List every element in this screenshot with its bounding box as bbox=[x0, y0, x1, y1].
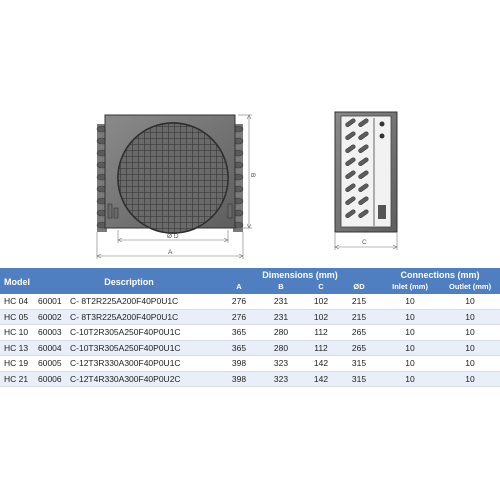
cell-d: 315 bbox=[338, 355, 381, 372]
header-inlet: Inlet (mm) bbox=[380, 281, 441, 294]
cell-description: C-12T4R330A300F40P0U2C bbox=[70, 371, 221, 387]
dimension-c bbox=[334, 233, 398, 250]
table-row: HC 04 60001 C- 8T2R225A200F40P0U1C 276 2… bbox=[0, 294, 500, 310]
cell-c: 142 bbox=[304, 371, 339, 387]
cell-a: 276 bbox=[220, 294, 259, 310]
cell-code: 60001 bbox=[38, 294, 70, 310]
table-row: HC 13 60004 C-10T3R305A250F40P0U1C 365 2… bbox=[0, 340, 500, 356]
cell-model: HC 21 bbox=[0, 371, 38, 387]
cell-outlet: 10 bbox=[440, 324, 500, 341]
cell-d: 265 bbox=[338, 324, 381, 341]
cell-inlet: 10 bbox=[380, 371, 441, 387]
cell-inlet: 10 bbox=[380, 309, 441, 325]
header-description: Description bbox=[38, 268, 221, 294]
cell-model: HC 10 bbox=[0, 324, 38, 341]
dimension-a bbox=[96, 232, 244, 259]
cell-code: 60005 bbox=[38, 355, 70, 372]
cell-code: 60003 bbox=[38, 324, 70, 341]
header-dimensions: Dimensions (mm) bbox=[220, 268, 381, 281]
cell-a: 365 bbox=[220, 324, 259, 341]
cell-description: C-10T3R305A250F40P0U1C bbox=[70, 340, 221, 356]
header-b: B bbox=[258, 281, 305, 294]
dimension-b bbox=[238, 114, 252, 229]
cell-b: 280 bbox=[258, 340, 305, 356]
cell-model: HC 05 bbox=[0, 309, 38, 325]
technical-drawing: B Ø D A bbox=[96, 111, 398, 259]
cell-outlet: 10 bbox=[440, 294, 500, 310]
cell-c: 112 bbox=[304, 340, 339, 356]
cell-a: 276 bbox=[220, 309, 259, 325]
cell-c: 142 bbox=[304, 355, 339, 372]
cell-model: HC 19 bbox=[0, 355, 38, 372]
cell-outlet: 10 bbox=[440, 309, 500, 325]
cell-b: 280 bbox=[258, 324, 305, 341]
cell-a: 398 bbox=[220, 355, 259, 372]
cell-description: C- 8T2R225A200F40P0U1C bbox=[70, 294, 221, 310]
cell-a: 365 bbox=[220, 340, 259, 356]
cell-description: C-10T2R305A250F40P0U1C bbox=[70, 324, 221, 341]
header-c: C bbox=[304, 281, 339, 294]
cell-model: HC 04 bbox=[0, 294, 38, 310]
cell-d: 215 bbox=[338, 294, 381, 310]
side-fins bbox=[345, 118, 369, 218]
cell-code: 60006 bbox=[38, 371, 70, 387]
dimension-d-label: Ø D bbox=[167, 233, 179, 240]
connection-tubes bbox=[107, 203, 233, 219]
table-row: HC 10 60003 C-10T2R305A250F40P0U1C 365 2… bbox=[0, 324, 500, 341]
cell-inlet: 10 bbox=[380, 324, 441, 341]
cell-code: 60004 bbox=[38, 340, 70, 356]
header-outlet: Outlet (mm) bbox=[440, 281, 500, 294]
specifications-table: Model Description Dimensions (mm) Connec… bbox=[0, 268, 500, 387]
cell-inlet: 10 bbox=[380, 294, 441, 310]
header-d: ØD bbox=[338, 281, 381, 294]
cell-b: 231 bbox=[258, 294, 305, 310]
cell-inlet: 10 bbox=[380, 355, 441, 372]
table-row: HC 19 60005 C-12T3R330A300F40P0U1C 398 3… bbox=[0, 355, 500, 372]
cell-b: 323 bbox=[258, 371, 305, 387]
front-view: B Ø D A bbox=[96, 114, 256, 259]
cell-c: 102 bbox=[304, 294, 339, 310]
cell-outlet: 10 bbox=[440, 371, 500, 387]
cell-outlet: 10 bbox=[440, 355, 500, 372]
dimension-a-label: A bbox=[168, 249, 173, 256]
cell-b: 231 bbox=[258, 309, 305, 325]
cell-d: 315 bbox=[338, 371, 381, 387]
cell-b: 323 bbox=[258, 355, 305, 372]
header-a: A bbox=[220, 281, 259, 294]
cell-description: C-12T3R330A300F40P0U1C bbox=[70, 355, 221, 372]
cell-d: 265 bbox=[338, 340, 381, 356]
fan-grille bbox=[118, 123, 228, 233]
cell-outlet: 10 bbox=[440, 340, 500, 356]
header-model: Model bbox=[0, 268, 38, 294]
header-connections: Connections (mm) bbox=[380, 268, 500, 281]
cell-description: C- 8T3R225A200F40P0U1C bbox=[70, 309, 221, 325]
side-mount-holes bbox=[378, 121, 386, 219]
cell-c: 102 bbox=[304, 309, 339, 325]
dimension-b-label: B bbox=[249, 173, 256, 177]
cell-a: 398 bbox=[220, 371, 259, 387]
cell-inlet: 10 bbox=[380, 340, 441, 356]
cell-c: 112 bbox=[304, 324, 339, 341]
table-row: HC 21 60006 C-12T4R330A300F40P0U2C 398 3… bbox=[0, 371, 500, 387]
table-row: HC 05 60002 C- 8T3R225A200F40P0U1C 276 2… bbox=[0, 309, 500, 325]
cell-code: 60002 bbox=[38, 309, 70, 325]
cell-d: 215 bbox=[338, 309, 381, 325]
cell-model: HC 13 bbox=[0, 340, 38, 356]
side-view: C bbox=[334, 111, 398, 250]
dimension-d bbox=[117, 230, 229, 243]
dimension-c-label: C bbox=[362, 239, 367, 246]
